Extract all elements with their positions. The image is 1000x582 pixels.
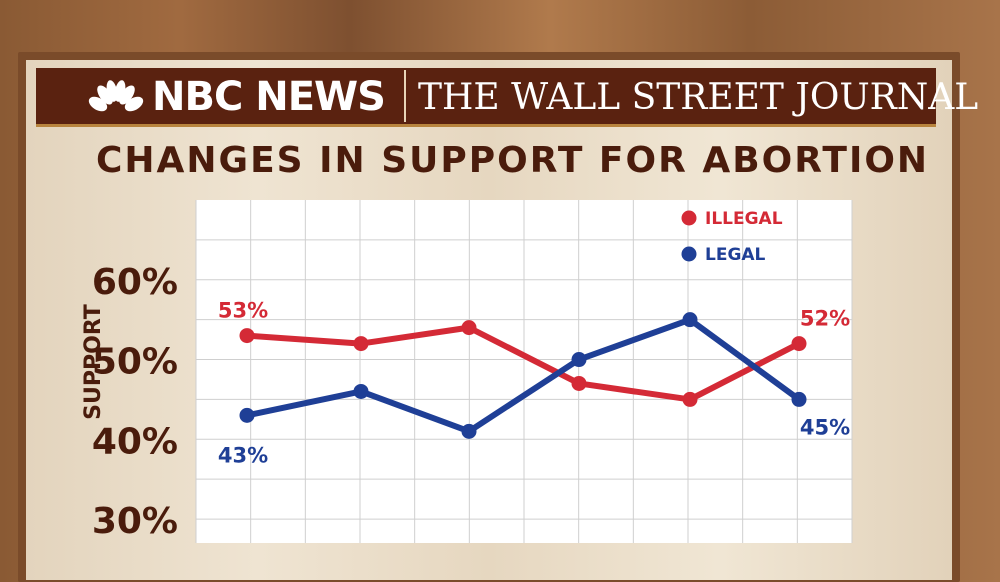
y-axis-label: SUPPORT xyxy=(81,304,106,420)
data-label-first-illegal: 53% xyxy=(218,299,268,323)
legend-marker-legal xyxy=(681,246,697,262)
series-line-legal xyxy=(244,316,802,435)
data-point-legal xyxy=(239,407,255,423)
data-point-legal xyxy=(791,391,807,407)
data-point-illegal xyxy=(239,328,255,344)
data-point-legal xyxy=(571,352,587,368)
brand-banner xyxy=(36,68,936,127)
y-tick-labels: 30% 40% 50% 60% xyxy=(92,262,178,542)
y-tick-label: 60% xyxy=(92,262,178,303)
data-point-legal xyxy=(461,423,477,439)
line-chart: 30% 40% 50% 60% SUPPORT 53% 52% 43% 45% ILLEGA… xyxy=(81,200,853,543)
wsj-logo-text: THE WALL STREET JOURNAL xyxy=(418,76,979,118)
series-line-illegal xyxy=(244,324,802,403)
data-point-illegal xyxy=(571,375,587,391)
data-point-illegal xyxy=(461,320,477,336)
banner-divider xyxy=(404,70,406,122)
legend-label-illegal: ILLEGAL xyxy=(705,209,783,229)
y-tick-label: 50% xyxy=(92,342,178,383)
legend-label-legal: LEGAL xyxy=(705,245,766,265)
y-tick-label: 40% xyxy=(92,421,178,462)
data-label-last-illegal: 52% xyxy=(800,307,850,331)
peacock-icon xyxy=(88,80,144,112)
nbc-news-logo: NBC NEWS xyxy=(88,72,386,122)
data-point-illegal xyxy=(682,391,698,407)
legend: ILLEGAL LEGAL xyxy=(681,209,783,265)
data-point-legal xyxy=(682,312,698,328)
y-tick-label: 30% xyxy=(92,501,178,542)
data-label-first-legal: 43% xyxy=(218,443,268,467)
series-group: 53% 52% 43% 45% xyxy=(218,299,850,468)
legend-marker-illegal xyxy=(681,210,697,226)
chart-title: CHANGES IN SUPPORT FOR ABORTION xyxy=(96,140,930,181)
data-point-illegal xyxy=(353,336,369,352)
data-point-legal xyxy=(353,383,369,399)
nbc-news-text: NBC NEWS xyxy=(152,74,386,120)
data-point-illegal xyxy=(791,336,807,352)
data-label-last-legal: 45% xyxy=(800,415,850,439)
